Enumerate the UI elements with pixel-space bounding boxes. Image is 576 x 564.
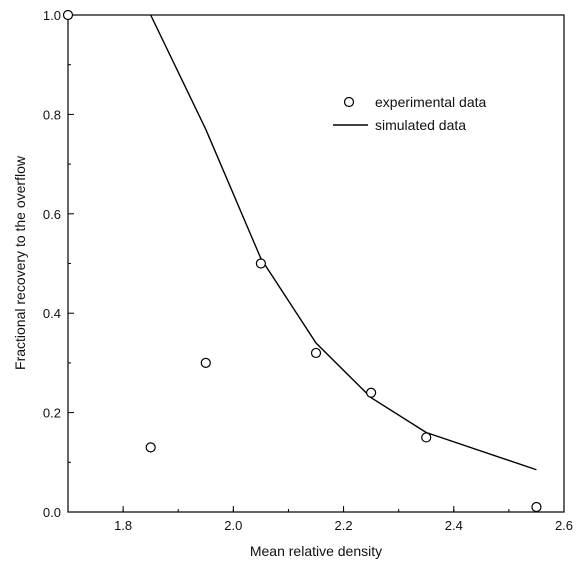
experimental-data-point: [62, 9, 74, 21]
y-tick-label: 0.0: [43, 505, 61, 520]
x-tick-label: 2.6: [555, 518, 573, 533]
plot-area: [67, 14, 565, 513]
y-tick-label: 0.8: [43, 107, 61, 122]
y-tick-label: 0.4: [43, 306, 61, 321]
experimental-data-point: [310, 347, 322, 359]
x-tick-label: 2.4: [445, 518, 463, 533]
series-layer: [62, 9, 542, 513]
experimental-data-point: [531, 501, 542, 513]
ticks: 1.8 2.0 2.2 2.4 2.6 0.0 0.2 0.4 0.6 0.8 1.0: [43, 8, 573, 533]
legend-marker-experimental: [343, 96, 355, 108]
legend-label-simulated: simulated data: [375, 117, 466, 133]
x-tick-label: 1.8: [114, 518, 132, 533]
experimental-data-point: [255, 258, 266, 269]
legend-label-experimental: experimental data: [375, 94, 487, 110]
y-tick-label: 0.2: [43, 406, 61, 421]
simulated-data-line: [150, 14, 537, 471]
y-tick-label: 1.0: [43, 8, 61, 23]
x-tick-label: 2.2: [335, 518, 353, 533]
legend: experimental data simulated data: [333, 94, 487, 133]
y-axis-title: Fractional recovery to the overflow: [12, 155, 28, 370]
experimental-data-point: [200, 357, 211, 368]
x-tick-label: 2.0: [224, 518, 242, 533]
experimental-data-point: [366, 387, 377, 398]
experimental-data-point: [145, 442, 156, 453]
y-tick-label: 0.6: [43, 207, 61, 222]
experimental-data-point: [421, 432, 432, 443]
x-axis-title: Mean relative density: [250, 543, 382, 559]
